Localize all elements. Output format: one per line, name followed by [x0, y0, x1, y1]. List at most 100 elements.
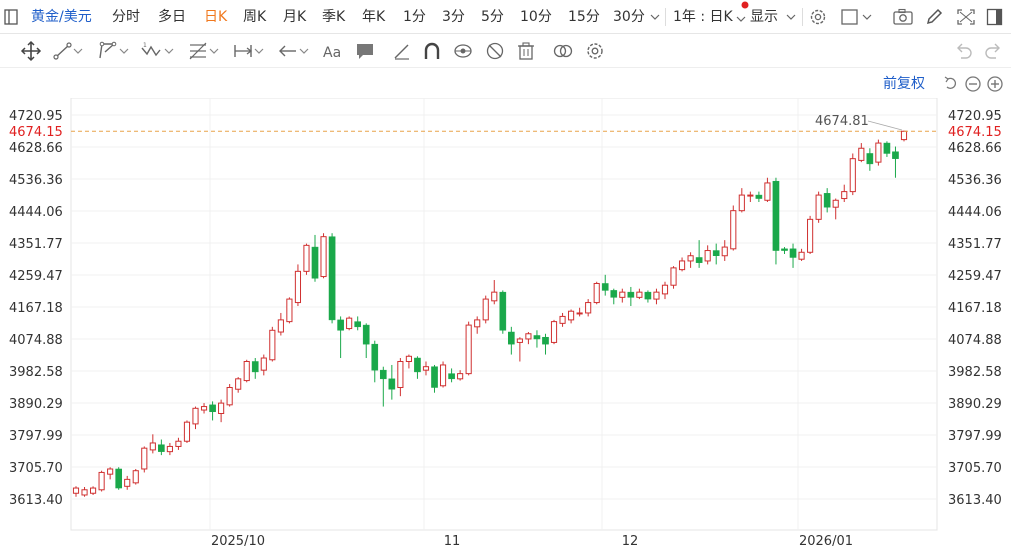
crosshair-icon[interactable]	[20, 40, 42, 62]
settings-icon[interactable]	[584, 40, 606, 62]
candle-body-up	[832, 199, 839, 208]
layout-icon[interactable]	[840, 8, 860, 26]
candle	[431, 364, 438, 393]
chevron-down-icon[interactable]	[862, 12, 872, 22]
svg-text:1: 1	[143, 42, 147, 49]
divider	[665, 8, 666, 26]
trash-icon[interactable]	[515, 40, 537, 62]
zoom-out-icon[interactable]	[965, 76, 981, 92]
candle-body-down	[755, 194, 763, 199]
polyline-icon[interactable]	[97, 40, 119, 62]
display-menu[interactable]: 显示	[750, 9, 778, 25]
candle-body-up	[900, 130, 908, 141]
line-icon[interactable]	[52, 40, 74, 62]
period-tab[interactable]: 1分	[403, 9, 426, 25]
period-tab[interactable]: 3分	[442, 9, 465, 25]
candle-body-up	[807, 218, 814, 253]
y-tick-label: 3982.58	[948, 365, 1002, 380]
edit-icon[interactable]	[924, 7, 944, 27]
chevron-down-icon[interactable]	[786, 12, 796, 22]
redo-icon[interactable]	[983, 40, 1005, 62]
camera-icon[interactable]	[892, 8, 914, 26]
zoom-in-icon[interactable]	[987, 76, 1003, 92]
candle-body-up	[747, 194, 754, 197]
period-tab[interactable]: 年K	[362, 9, 386, 25]
measure-icon[interactable]	[232, 40, 254, 62]
range-select[interactable]: 1年 : 日K	[673, 9, 733, 25]
candle-body-up	[491, 291, 498, 302]
candle-body-down	[712, 250, 720, 256]
chevron-down-icon[interactable]	[72, 40, 84, 62]
chevron-down-icon[interactable]	[736, 14, 746, 24]
chevron-down-icon[interactable]	[298, 40, 310, 62]
candle-body-up	[166, 445, 173, 453]
panel-icon[interactable]	[4, 9, 18, 25]
candle	[533, 330, 541, 348]
candle	[474, 316, 481, 334]
chevron-down-icon[interactable]	[253, 40, 265, 62]
arrow-icon[interactable]	[277, 40, 299, 62]
y-tick-label: 3705.70	[948, 461, 1002, 476]
adjust-label[interactable]: 前复权	[883, 76, 925, 92]
comment-icon[interactable]	[354, 40, 376, 62]
reset-icon[interactable]	[944, 76, 957, 90]
y-tick-label: 3890.29	[9, 397, 63, 412]
candle-body-down	[371, 343, 379, 371]
candle-body-up	[277, 319, 284, 333]
symbol-tab[interactable]: 黄金/美元	[31, 9, 92, 25]
candle	[832, 198, 839, 220]
sidebar-toggle-icon[interactable]	[986, 8, 1004, 26]
candle	[371, 340, 379, 383]
candle-body-down	[354, 321, 362, 328]
candle	[260, 354, 267, 376]
period-tab[interactable]: 周K	[243, 9, 267, 25]
settings-icon[interactable]	[808, 7, 828, 27]
candle-body-up	[397, 360, 404, 388]
candle	[362, 323, 370, 359]
pen-icon[interactable]	[391, 40, 413, 62]
candle-body-down	[115, 468, 123, 489]
candle	[815, 191, 822, 223]
y-tick-label: 4351.77	[9, 237, 63, 252]
period-tab[interactable]: 分时	[112, 9, 140, 25]
text-icon[interactable]: Aa	[322, 40, 344, 62]
period-tab[interactable]: 15分	[568, 9, 600, 25]
candle-body-down	[610, 290, 618, 298]
candle-body-up	[346, 317, 353, 330]
fullscreen-icon[interactable]	[956, 8, 976, 26]
period-tab[interactable]: 月K	[283, 9, 307, 25]
period-tab[interactable]: 季K	[322, 9, 346, 25]
period-tab[interactable]: 30分	[613, 9, 645, 25]
candle-body-up	[98, 471, 105, 491]
candle-body-down	[892, 151, 899, 159]
candle-body-up	[439, 364, 447, 387]
y-tick-label: 4259.47	[948, 269, 1002, 284]
fib-icon[interactable]	[187, 40, 209, 62]
undo-icon[interactable]	[952, 40, 974, 62]
candle	[72, 486, 80, 497]
period-tab[interactable]: 多日	[158, 9, 186, 25]
candle-body-up	[704, 250, 711, 262]
link-icon[interactable]	[552, 40, 574, 62]
chevron-down-icon[interactable]	[118, 40, 130, 62]
period-tab[interactable]: 10分	[520, 9, 552, 25]
magnet-icon[interactable]	[421, 40, 443, 62]
candle	[465, 321, 472, 376]
chevron-down-icon[interactable]	[163, 40, 175, 62]
candle	[858, 143, 865, 163]
candlestick-chart[interactable]: 4720.95 4628.66 4536.36 4444.06 4351.77 4259.…	[0, 98, 1011, 549]
chevron-down-icon[interactable]	[208, 40, 220, 62]
hide-icon[interactable]	[484, 40, 506, 62]
divider	[802, 8, 803, 26]
chevron-down-icon[interactable]	[650, 12, 660, 22]
candle-body-down	[388, 378, 396, 390]
period-tab-active[interactable]: 日K	[204, 9, 228, 25]
period-tab[interactable]: 5分	[481, 9, 504, 25]
candle-body-down	[362, 324, 370, 345]
candle-body-up	[559, 315, 566, 324]
candle	[81, 487, 88, 497]
current-price-tag-right	[942, 122, 1008, 141]
wave-icon[interactable]: 1	[140, 40, 162, 62]
eye-icon[interactable]	[452, 40, 474, 62]
candle-body-up	[149, 442, 156, 451]
